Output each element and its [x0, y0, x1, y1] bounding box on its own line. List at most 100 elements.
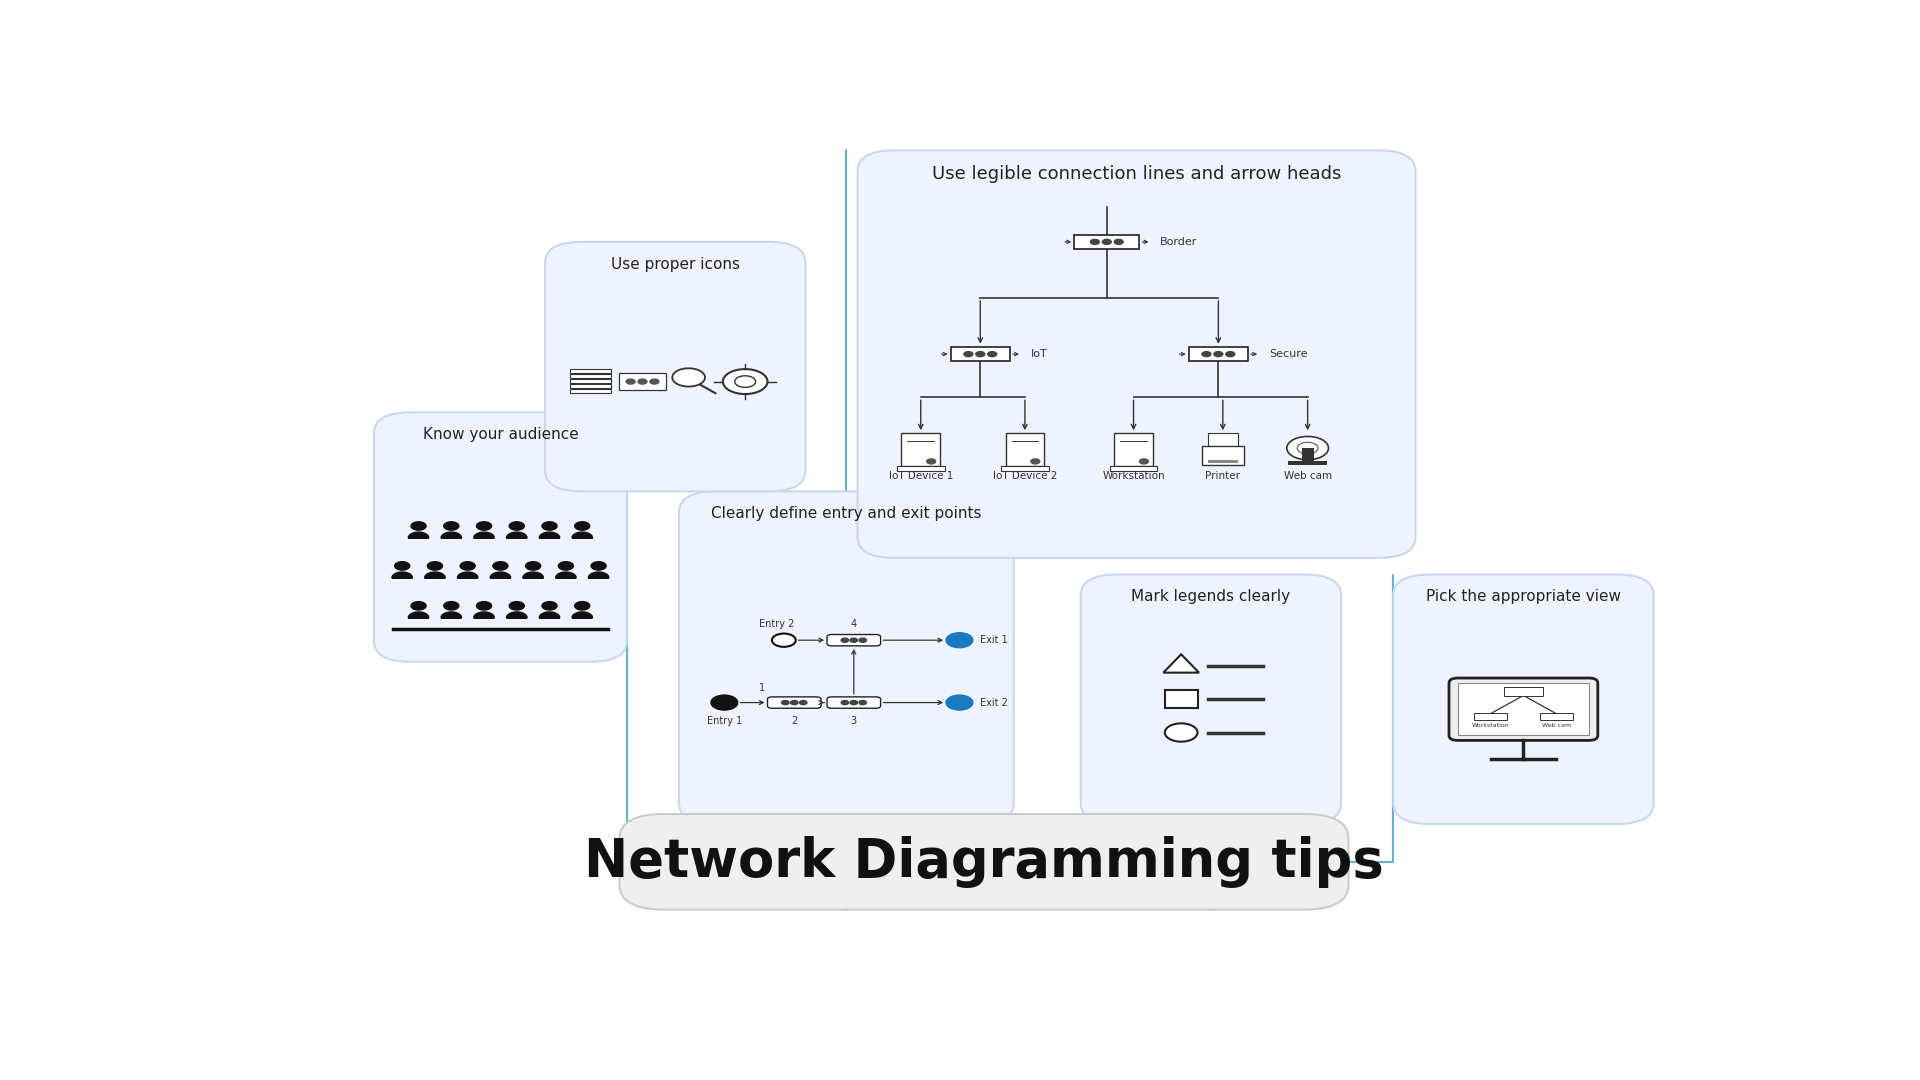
Bar — [1503, 688, 1544, 697]
Circle shape — [964, 352, 973, 356]
Circle shape — [1225, 352, 1235, 356]
Circle shape — [509, 602, 524, 610]
Bar — [1540, 713, 1572, 720]
Circle shape — [591, 562, 607, 570]
Text: Exit 2: Exit 2 — [981, 698, 1008, 707]
Circle shape — [526, 562, 541, 570]
Circle shape — [927, 459, 935, 464]
FancyBboxPatch shape — [858, 150, 1415, 558]
Polygon shape — [572, 612, 593, 618]
Circle shape — [559, 562, 574, 570]
Polygon shape — [457, 572, 478, 578]
Bar — [1208, 433, 1238, 448]
Circle shape — [947, 633, 973, 648]
Text: Printer: Printer — [1206, 471, 1240, 482]
Circle shape — [735, 376, 756, 388]
Text: Clearly define entry and exit points: Clearly define entry and exit points — [710, 507, 981, 522]
Text: IoT Device 2: IoT Device 2 — [993, 471, 1058, 482]
Circle shape — [651, 379, 659, 384]
Circle shape — [461, 562, 474, 570]
Bar — [1188, 348, 1248, 361]
Circle shape — [1213, 352, 1223, 356]
Polygon shape — [490, 572, 511, 578]
Circle shape — [428, 562, 442, 570]
Polygon shape — [507, 612, 526, 618]
Bar — [897, 467, 945, 471]
Circle shape — [1102, 240, 1112, 244]
Text: Know your audience: Know your audience — [422, 428, 578, 443]
Circle shape — [858, 701, 866, 704]
Circle shape — [476, 602, 492, 610]
Circle shape — [493, 562, 509, 570]
Circle shape — [987, 352, 996, 356]
Polygon shape — [424, 572, 445, 578]
Polygon shape — [1164, 654, 1198, 673]
Polygon shape — [555, 572, 576, 578]
Bar — [1110, 467, 1158, 471]
Circle shape — [1202, 352, 1212, 356]
Text: Workstation: Workstation — [1473, 723, 1509, 728]
Polygon shape — [474, 532, 493, 538]
Circle shape — [1091, 240, 1100, 244]
FancyBboxPatch shape — [768, 697, 822, 708]
FancyBboxPatch shape — [1081, 575, 1340, 824]
Bar — [1457, 683, 1590, 735]
Circle shape — [574, 602, 589, 610]
Circle shape — [1114, 240, 1123, 244]
Circle shape — [509, 522, 524, 530]
Polygon shape — [409, 532, 428, 538]
Bar — [570, 384, 611, 388]
FancyBboxPatch shape — [828, 697, 881, 708]
Circle shape — [851, 638, 858, 643]
FancyBboxPatch shape — [1394, 575, 1653, 824]
FancyBboxPatch shape — [680, 491, 1014, 824]
Circle shape — [772, 634, 795, 647]
Polygon shape — [522, 572, 543, 578]
Text: 4: 4 — [851, 619, 856, 629]
Bar — [950, 348, 1010, 361]
Polygon shape — [474, 612, 493, 618]
FancyBboxPatch shape — [374, 413, 626, 662]
Bar — [1006, 433, 1044, 467]
Circle shape — [444, 522, 459, 530]
Text: Network Diagramming tips: Network Diagramming tips — [584, 836, 1384, 888]
Text: Border: Border — [1160, 237, 1198, 247]
Text: Use proper icons: Use proper icons — [611, 257, 739, 272]
Bar — [1073, 234, 1139, 249]
Circle shape — [975, 352, 985, 356]
Circle shape — [710, 696, 737, 710]
Bar — [570, 379, 611, 383]
Polygon shape — [507, 532, 526, 538]
Polygon shape — [442, 612, 461, 618]
Circle shape — [841, 701, 849, 704]
FancyBboxPatch shape — [545, 242, 806, 491]
Circle shape — [411, 602, 426, 610]
Circle shape — [1286, 436, 1329, 460]
Bar — [1202, 446, 1244, 464]
Circle shape — [476, 522, 492, 530]
Circle shape — [1031, 459, 1041, 464]
Text: 2: 2 — [791, 716, 797, 726]
Bar — [900, 433, 941, 467]
Polygon shape — [442, 532, 461, 538]
Circle shape — [411, 522, 426, 530]
Bar — [570, 389, 611, 393]
Circle shape — [1139, 459, 1148, 464]
Circle shape — [541, 602, 557, 610]
Polygon shape — [392, 572, 413, 578]
Bar — [1475, 713, 1507, 720]
Circle shape — [541, 522, 557, 530]
Circle shape — [444, 602, 459, 610]
Text: Pick the appropriate view: Pick the appropriate view — [1427, 590, 1620, 605]
Bar — [1114, 433, 1152, 467]
Text: IoT: IoT — [1031, 349, 1048, 360]
Text: Workstation: Workstation — [1102, 471, 1165, 482]
Circle shape — [791, 701, 799, 704]
Polygon shape — [588, 572, 609, 578]
Bar — [1288, 460, 1327, 464]
Circle shape — [799, 701, 806, 704]
Circle shape — [1165, 724, 1198, 742]
Bar — [570, 374, 611, 378]
Text: Web cam: Web cam — [1284, 471, 1332, 482]
Text: Entry 1: Entry 1 — [707, 716, 741, 726]
